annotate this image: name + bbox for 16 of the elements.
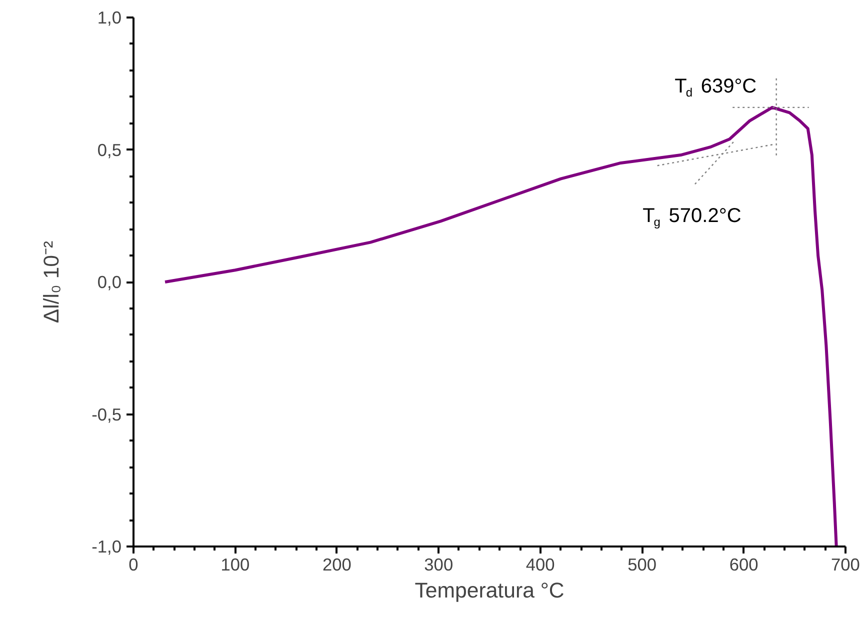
- x-tick-label: 0: [128, 554, 138, 574]
- y-tick-label: -1,0: [92, 536, 122, 556]
- y-tick-label: 1,0: [97, 8, 122, 28]
- x-tick-label: 300: [424, 554, 454, 574]
- x-tick-label: 500: [628, 554, 657, 574]
- y-tick-label: 0,5: [97, 140, 122, 160]
- x-tick-label: 100: [220, 554, 250, 574]
- x-tick-label: 700: [831, 554, 860, 574]
- x-tick-label: 200: [322, 554, 352, 574]
- y-tick-label: 0,0: [97, 272, 122, 292]
- y-axis-title: Δl/l₀ 10⁻²: [40, 240, 64, 324]
- x-tick-label: 400: [526, 554, 555, 574]
- y-tick-label: -0,5: [92, 404, 122, 424]
- line-series: [164, 106, 838, 546]
- x-axis-title: Temperatura °C: [414, 578, 564, 602]
- x-tick-label: 600: [729, 554, 758, 574]
